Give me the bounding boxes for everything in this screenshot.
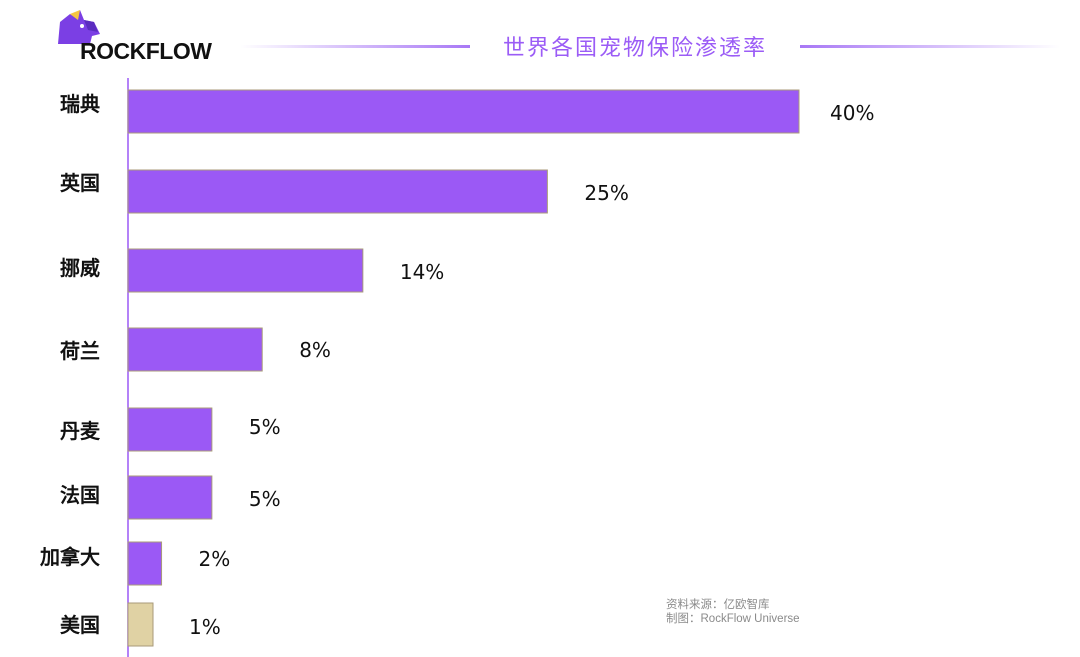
bar: [127, 541, 163, 586]
category-label: 美国: [60, 613, 100, 637]
category-label: 瑞典: [60, 92, 100, 116]
value-label: 8%: [299, 338, 331, 362]
title-line-right: [800, 45, 1060, 48]
bar: [127, 327, 263, 372]
value-label: 14%: [400, 260, 444, 284]
category-label: 丹麦: [60, 419, 101, 443]
credit-line: 制图：RockFlow Universe: [666, 613, 800, 625]
chart-title: 世界各国宠物保险渗透率: [502, 36, 767, 61]
bar: [127, 248, 364, 293]
value-label: 25%: [584, 181, 628, 205]
category-label: 挪威: [60, 256, 100, 280]
unicorn-icon: [58, 10, 100, 44]
bar: [127, 475, 213, 520]
value-label: 40%: [830, 101, 874, 125]
category-label: 法国: [60, 483, 100, 507]
bar: [127, 169, 548, 214]
category-label: 荷兰: [60, 339, 100, 363]
category-label: 加拿大: [39, 545, 100, 569]
bar: [127, 89, 800, 134]
title-line-left: [240, 45, 470, 48]
value-label: 2%: [199, 547, 231, 571]
source-line: 资料来源：亿欧智库: [666, 599, 770, 611]
value-label: 5%: [249, 487, 281, 511]
bar: [127, 602, 154, 647]
bar: [127, 407, 213, 452]
value-label: 1%: [189, 615, 221, 639]
logo-text: ROCKFLOW: [80, 38, 212, 64]
value-label: 5%: [249, 415, 281, 439]
category-label: 英国: [60, 171, 100, 195]
source-note: 资料来源：亿欧智库 制图：RockFlow Universe: [666, 598, 800, 626]
rockflow-logo: ROCKFLOW: [54, 8, 224, 64]
